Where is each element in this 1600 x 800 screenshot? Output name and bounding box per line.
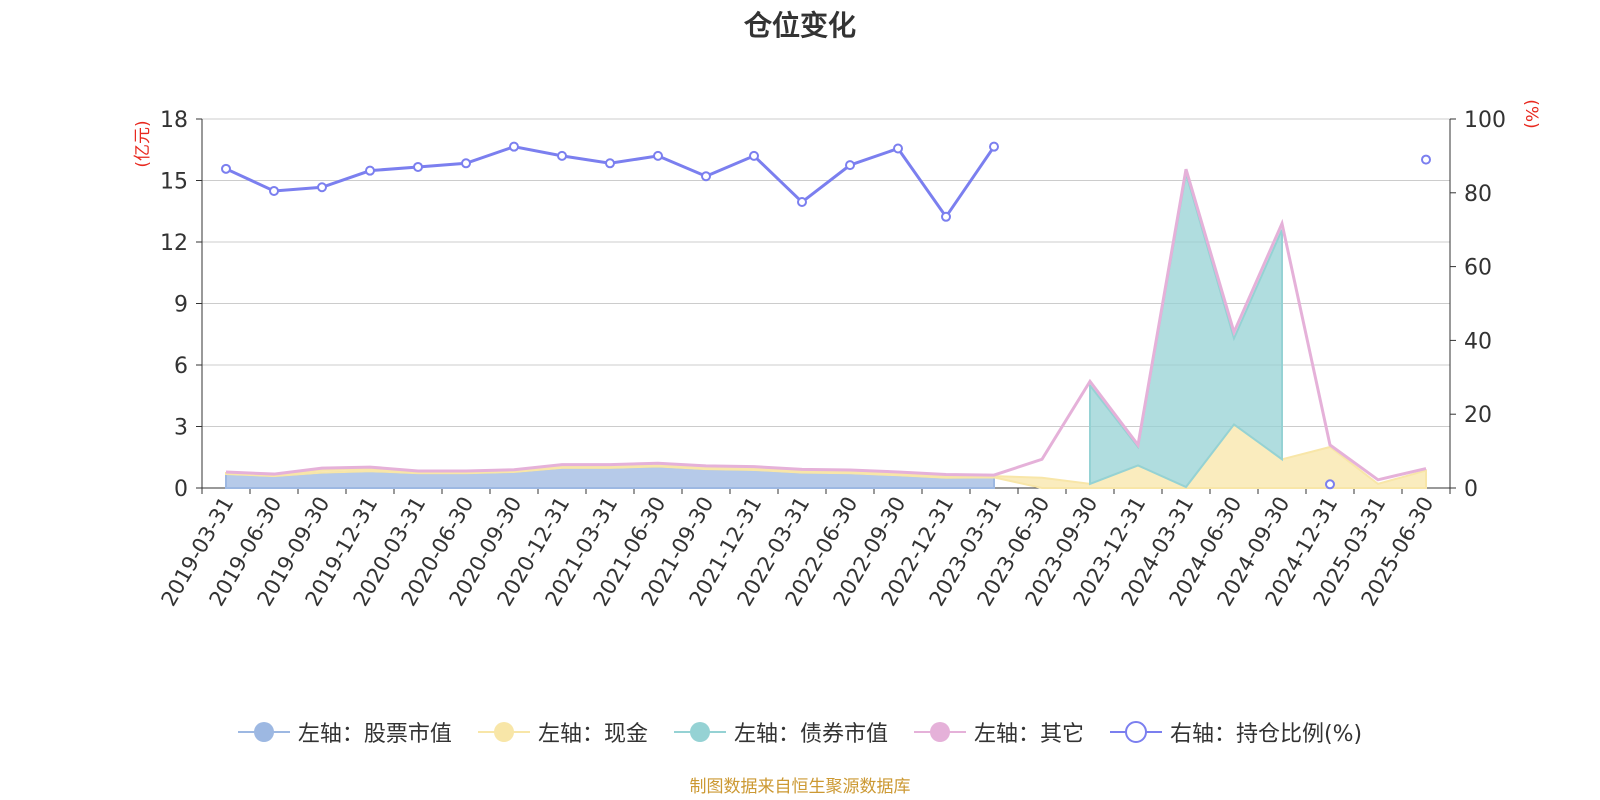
legend-item[interactable]: 左轴：债券市值 bbox=[673, 716, 888, 748]
left-axis-tick-label: 12 bbox=[160, 231, 188, 256]
left-axis-unit: (亿元) bbox=[133, 120, 153, 167]
holding-ratio-point bbox=[989, 141, 999, 152]
holding-ratio-point bbox=[509, 141, 519, 152]
right-axis-tick-label: 100 bbox=[1464, 108, 1506, 133]
legend-label: 左轴：现金 bbox=[537, 722, 648, 747]
holding-ratio-point bbox=[365, 165, 375, 176]
left-axis-tick-label: 3 bbox=[174, 416, 188, 441]
legend-item[interactable]: 左轴：现金 bbox=[477, 716, 648, 748]
holding-ratio-point bbox=[221, 163, 231, 174]
holding-ratio-point bbox=[1325, 479, 1335, 490]
right-axis-unit: (%) bbox=[1521, 99, 1541, 128]
holding-ratio-point bbox=[941, 211, 951, 222]
left-axis-tick-label: 9 bbox=[174, 293, 188, 318]
holding-ratio-point bbox=[893, 143, 903, 154]
right-axis-tick-label: 40 bbox=[1464, 329, 1492, 354]
legend-label: 左轴：其它 bbox=[973, 722, 1084, 747]
chart-plot: 0369121518020406080100(亿元)(%)2019-03-312… bbox=[133, 99, 1541, 610]
legend-swatch-icon bbox=[477, 722, 530, 742]
line-左轴：其它 bbox=[225, 168, 1427, 482]
legend-label: 右轴：持仓比例(%) bbox=[1169, 722, 1363, 747]
holding-ratio-point bbox=[1421, 154, 1431, 165]
holding-ratio-point bbox=[749, 150, 759, 161]
left-axis-tick-label: 15 bbox=[160, 170, 188, 195]
holding-ratio-point bbox=[317, 182, 327, 193]
right-axis-tick-label: 0 bbox=[1464, 477, 1478, 502]
area-左轴：现金 bbox=[225, 423, 1427, 489]
holding-ratio-point bbox=[605, 158, 615, 169]
holding-ratio-point bbox=[557, 150, 567, 161]
legend-swatch-icon bbox=[913, 722, 966, 742]
legend-item[interactable]: 左轴：股票市值 bbox=[237, 716, 452, 748]
holding-ratio-point bbox=[269, 185, 279, 196]
legend-label: 左轴：股票市值 bbox=[297, 722, 452, 747]
holding-ratio-point bbox=[461, 158, 471, 169]
left-axis-tick-label: 6 bbox=[174, 354, 188, 379]
legend-swatch-icon bbox=[673, 722, 726, 742]
legend-swatch-icon bbox=[237, 722, 290, 742]
chart-title: 仓位变化 bbox=[743, 9, 856, 42]
legend: 左轴：股票市值 左轴：现金 左轴：债券市值 左轴：其它 右轴：持仓比例(%) bbox=[0, 716, 1600, 748]
right-axis-tick-label: 80 bbox=[1464, 182, 1492, 207]
holding-ratio-point bbox=[845, 160, 855, 171]
legend-item[interactable]: 左轴：其它 bbox=[913, 716, 1084, 748]
legend-label: 左轴：债券市值 bbox=[733, 722, 888, 747]
right-axis-tick-label: 60 bbox=[1464, 256, 1492, 281]
legend-item[interactable]: 右轴：持仓比例(%) bbox=[1109, 716, 1363, 748]
line-holding-ratio bbox=[226, 147, 1426, 217]
legend-swatch-icon bbox=[1109, 721, 1162, 743]
data-source-footer: 制图数据来自恒生聚源数据库 bbox=[689, 777, 911, 797]
holding-ratio-point bbox=[701, 171, 711, 182]
holding-ratio-point bbox=[653, 150, 663, 161]
right-axis-tick-label: 20 bbox=[1464, 403, 1492, 428]
holding-ratio-point bbox=[413, 161, 423, 172]
left-axis-tick-label: 0 bbox=[174, 477, 188, 502]
holding-ratio-point bbox=[797, 197, 807, 208]
left-axis-tick-label: 18 bbox=[160, 108, 188, 133]
